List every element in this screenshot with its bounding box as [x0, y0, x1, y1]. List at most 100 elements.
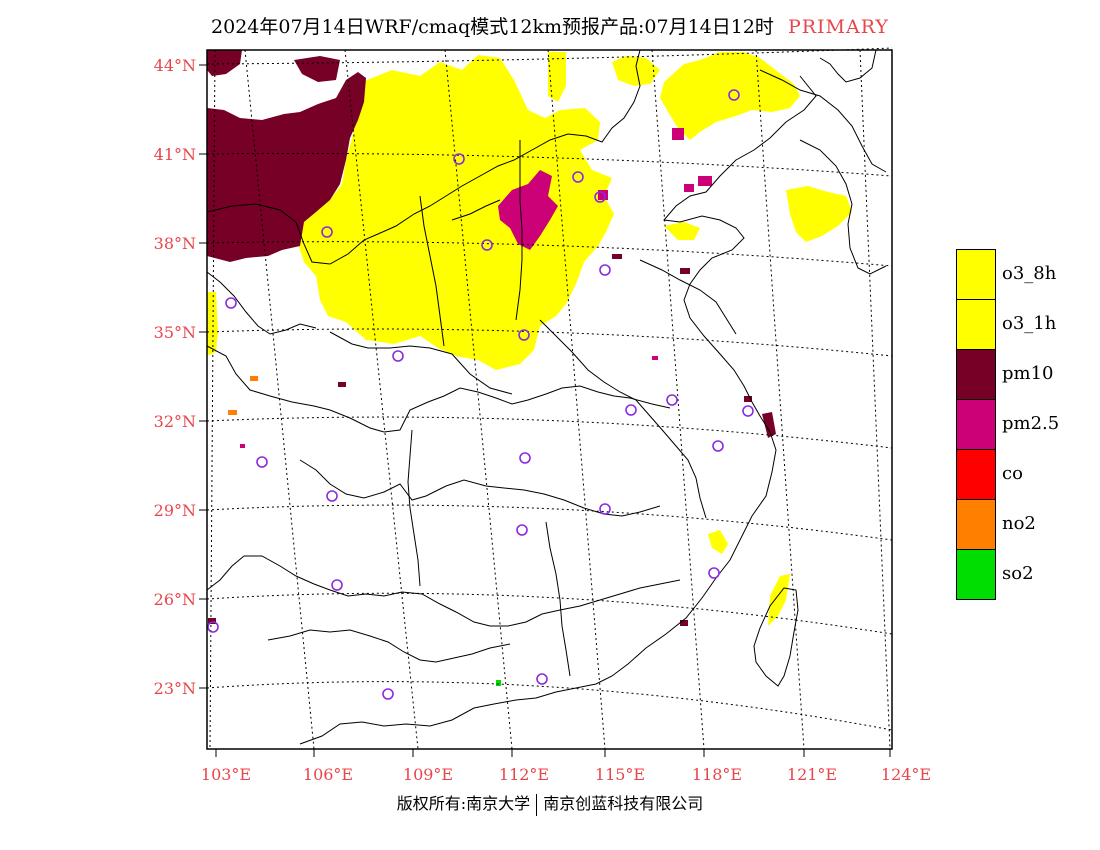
- pm10-cell-2: [612, 254, 622, 259]
- lon-label-106: 106°E: [303, 765, 353, 784]
- legend-label: co: [1002, 463, 1023, 484]
- o3-region-west-edge: [207, 292, 218, 356]
- so2-cell-1: [496, 680, 501, 686]
- border-inner-9: [545, 521, 571, 677]
- pm10-cell-4: [744, 396, 752, 402]
- meridian-103: [209, 49, 216, 750]
- no2-cell-1: [250, 376, 258, 381]
- station-marker: [326, 490, 338, 502]
- lat-label-29: 29°N: [154, 501, 196, 520]
- border-inner-13: [759, 69, 887, 173]
- parallel-44: [206, 47, 893, 65]
- station-marker: [518, 329, 530, 341]
- pm25-cell-6: [240, 444, 245, 448]
- border-inner-15: [819, 49, 877, 83]
- border-inner-3: [299, 459, 661, 517]
- copyright-footer: 版权所有:南京大学 南京创蓝科技有限公司: [0, 790, 1100, 816]
- station-marker: [712, 440, 724, 452]
- border-inner-6: [539, 319, 707, 519]
- pm25-dot-4: [684, 184, 694, 192]
- lat-label-26: 26°N: [154, 590, 196, 609]
- legend-label: o3_8h: [1002, 263, 1057, 284]
- station-marker: [536, 673, 548, 685]
- legend-swatch: [956, 449, 996, 500]
- border-inner-2: [329, 331, 513, 395]
- lon-label-124: 124°E: [881, 765, 931, 784]
- pm10-cell-1: [338, 382, 346, 387]
- border-inner-11: [451, 199, 501, 221]
- lon-label-115: 115°E: [595, 765, 645, 784]
- station-marker: [728, 89, 740, 101]
- o3-region-shandong: [664, 222, 700, 240]
- station-marker: [256, 456, 268, 468]
- pm10-cell-6: [208, 618, 216, 624]
- coastline-east: [299, 75, 817, 745]
- border-inner-14: [799, 139, 887, 275]
- plot-frame: [206, 49, 893, 750]
- o3-region-liaodong: [786, 186, 852, 242]
- parallel-23: [206, 681, 893, 731]
- border-inner-8: [515, 140, 523, 321]
- station-marker: [742, 405, 754, 417]
- station-marker: [321, 226, 333, 238]
- station-markers: [207, 89, 754, 700]
- lat-label-35: 35°N: [154, 323, 196, 342]
- o3-region-taiwan-strait: [768, 574, 790, 626]
- station-marker: [708, 567, 720, 579]
- lat-label-32: 32°N: [154, 412, 196, 431]
- graticule: [206, 47, 893, 750]
- station-marker: [599, 264, 611, 276]
- pm25-region-hebei: [498, 170, 558, 250]
- station-marker: [516, 524, 528, 536]
- legend-swatch: [956, 349, 996, 400]
- footer-divider: [536, 793, 538, 816]
- lon-label-118: 118°E: [692, 765, 742, 784]
- border-inner-4: [244, 555, 681, 627]
- copyright-company: 南京创蓝科技有限公司: [543, 794, 704, 813]
- pm10-region-east-coast: [762, 412, 776, 438]
- parallel-32: [206, 416, 893, 449]
- legend-swatch: [956, 549, 996, 600]
- lon-label-121: 121°E: [787, 765, 837, 784]
- o3-region-northeast: [660, 52, 800, 140]
- meridian-112: [444, 49, 513, 750]
- meridian-109: [344, 49, 419, 750]
- title-tag: PRIMARY: [787, 16, 889, 38]
- legend-swatch: [956, 299, 996, 350]
- border-inner-1: [206, 345, 671, 433]
- parallel-38: [206, 241, 893, 267]
- station-marker: [392, 350, 404, 362]
- legend-swatch: [956, 399, 996, 450]
- border-inner-12: [639, 259, 737, 335]
- meridian-121: [755, 49, 805, 750]
- station-marker: [225, 297, 237, 309]
- legend-label: pm2.5: [1002, 413, 1060, 434]
- station-marker: [453, 153, 465, 165]
- lat-label-41: 41°N: [154, 145, 196, 164]
- parallel-35: [206, 328, 893, 357]
- parallel-29: [206, 504, 893, 541]
- o3-region-east: [612, 56, 660, 86]
- lon-label-103: 103°E: [201, 765, 251, 784]
- station-marker: [599, 503, 611, 515]
- pm25-dot-2: [672, 128, 684, 140]
- station-marker: [382, 688, 394, 700]
- pm10-cell-5: [680, 620, 688, 626]
- pm10-cell-3: [680, 268, 690, 274]
- lat-label-38: 38°N: [154, 234, 196, 253]
- o3-region-inner-mongolia: [548, 52, 566, 102]
- axis-ticks: [199, 64, 891, 757]
- parallel-26: [206, 592, 893, 635]
- station-marker: [481, 239, 493, 251]
- boundaries: [206, 49, 887, 745]
- legend-label: pm10: [1002, 363, 1054, 384]
- station-marker: [331, 579, 343, 591]
- legend-swatch: [956, 249, 996, 300]
- map-title: 2024年07月14日WRF/cmaq模式12km预报产品:07月14日12时 P…: [0, 12, 1100, 39]
- lat-label-44: 44°N: [154, 56, 196, 75]
- copyright-owner: 版权所有:南京大学: [396, 794, 531, 813]
- legend-label: so2: [1002, 563, 1034, 584]
- lat-labels: 44°N 41°N 38°N 35°N 32°N 29°N 26°N 23°N: [154, 56, 196, 698]
- lon-label-109: 109°E: [403, 765, 453, 784]
